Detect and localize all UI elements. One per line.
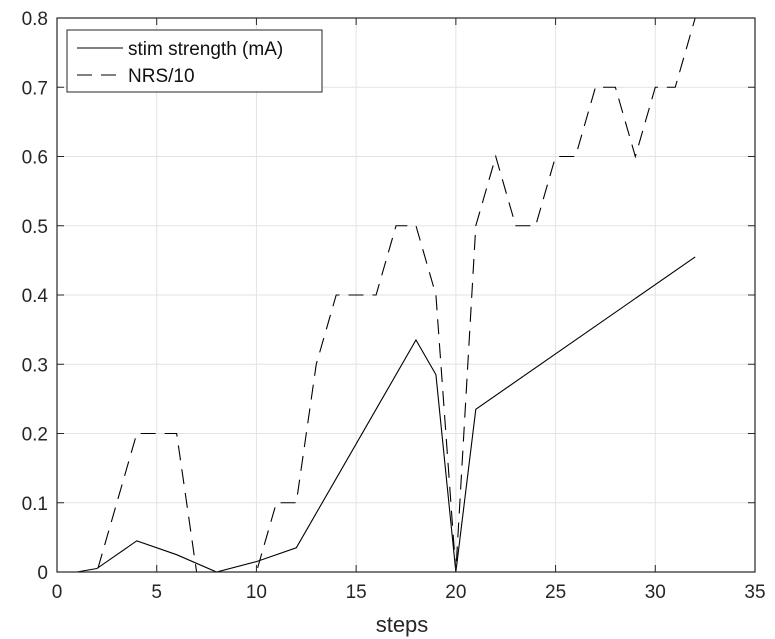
x-tick-label: 15 — [346, 582, 367, 603]
series-line-nrs — [76, 17, 696, 573]
y-tick-label: 0.5 — [22, 217, 48, 238]
y-tick-label: 0.1 — [22, 494, 48, 515]
y-tick-label: 0 — [37, 563, 48, 584]
legend: stim strength (mA) NRS/10 — [66, 29, 323, 93]
x-tick-label: 20 — [445, 582, 466, 603]
y-tick-label: 0.3 — [22, 355, 48, 376]
series-layer — [76, 17, 696, 573]
y-tick-label: 0.7 — [22, 78, 48, 99]
y-tick-label: 0.8 — [22, 9, 48, 30]
ticks — [56, 17, 756, 573]
x-tick-label: 35 — [744, 582, 765, 603]
tick-labels: 0 5 10 15 20 25 30 35 0 0.1 0.2 0.3 0.4 0.5 0.6 0.7 0.8 — [22, 9, 766, 603]
x-axis-label: steps — [376, 612, 429, 637]
legend-label: NRS/10 — [128, 66, 195, 87]
x-tick-label: 30 — [645, 582, 666, 603]
x-tick-label: 0 — [52, 582, 63, 603]
x-tick-label: 10 — [246, 582, 267, 603]
legend-box — [66, 29, 323, 93]
legend-label: stim strength (mA) — [128, 39, 283, 60]
y-tick-label: 0.4 — [22, 286, 49, 307]
grid — [57, 18, 755, 572]
y-tick-label: 0.2 — [22, 425, 48, 446]
x-tick-label: 5 — [151, 582, 162, 603]
y-tick-label: 0.6 — [22, 148, 48, 169]
x-tick-label: 25 — [545, 582, 566, 603]
series-line-stim-strength — [76, 256, 696, 573]
